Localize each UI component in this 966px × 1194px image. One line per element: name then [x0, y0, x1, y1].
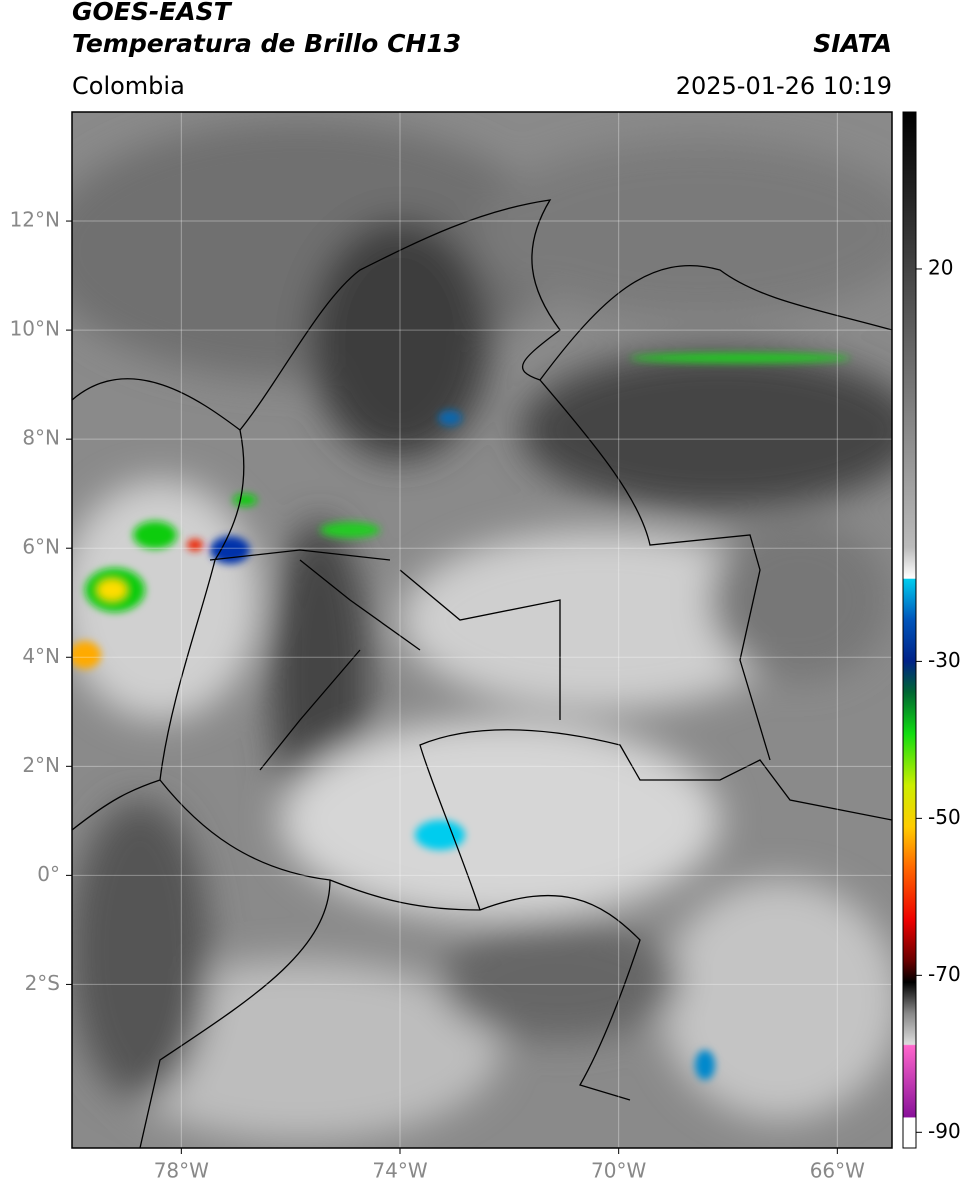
x-tick-label: 66°W [810, 1159, 865, 1183]
colorbar-tick-label: -30 [928, 648, 961, 672]
colorbar-tick-label: -70 [928, 962, 961, 986]
y-tick-label: 8°N [22, 426, 60, 450]
y-tick-label: 2°N [22, 753, 60, 777]
colorbar-tick-label: -90 [928, 1119, 961, 1143]
title: GOES-EAST [72, 0, 233, 26]
source: SIATA [813, 29, 892, 58]
subtitle: Temperatura de Brillo CH13 [72, 29, 461, 58]
grid [72, 112, 892, 1148]
timestamp: 2025-01-26 10:19 [676, 72, 892, 100]
y-tick-label: 10°N [10, 317, 60, 341]
x-tick-label: 70°W [591, 1159, 646, 1183]
colorbar-tick-label: -50 [928, 805, 961, 829]
y-tick-label: 2°S [25, 971, 60, 995]
satellite-image [72, 112, 892, 1148]
x-tick-label: 74°W [372, 1159, 427, 1183]
y-tick-label: 6°N [22, 535, 60, 559]
y-tick-label: 12°N [10, 208, 60, 232]
colorbar [902, 111, 917, 1149]
region: Colombia [72, 72, 185, 100]
y-tick-label: 4°N [22, 644, 60, 668]
y-tick-label: 0° [37, 862, 60, 886]
map-frame [71, 111, 893, 1149]
x-tick-label: 78°W [154, 1159, 209, 1183]
colorbar-tick-label: 20 [928, 255, 953, 279]
